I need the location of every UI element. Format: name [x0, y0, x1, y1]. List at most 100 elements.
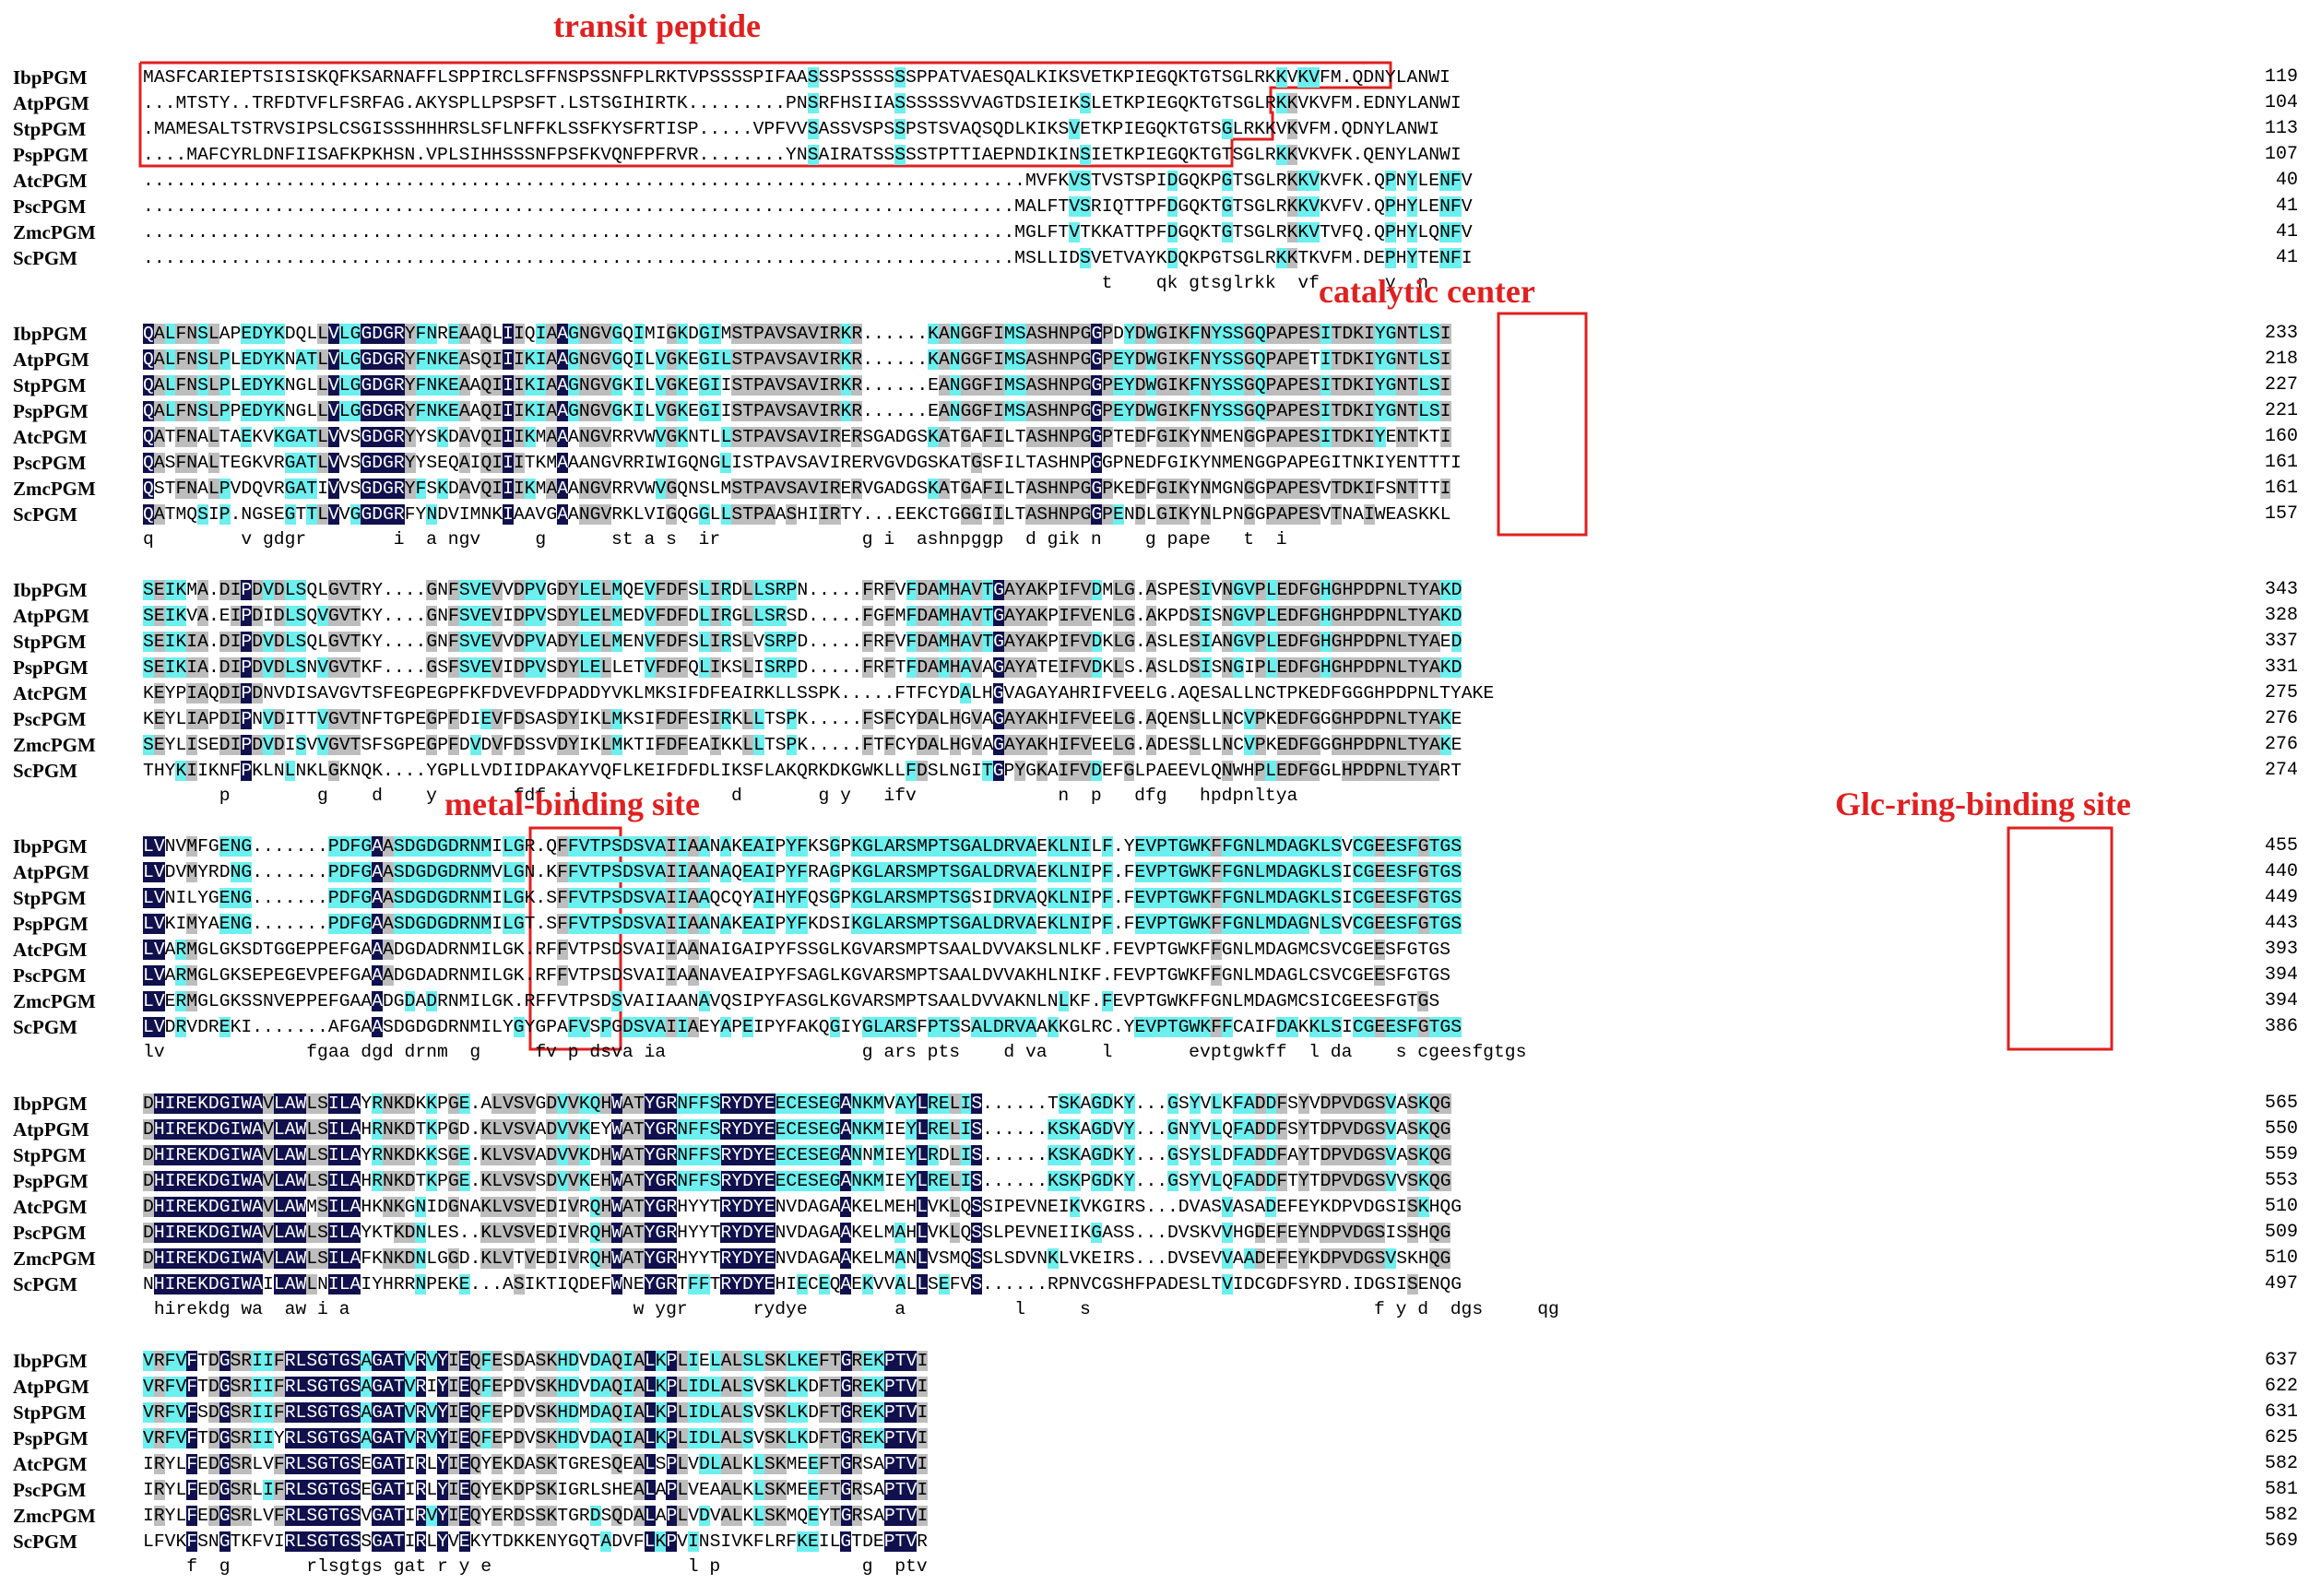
sequence-row: QALFNSLPPEDYKNGLLVLGGDGRYFNKEAAQIIIKIAAG…	[143, 401, 1451, 421]
consensus-line: hirekdg wa aw i a w ygr rydye a l s f y …	[143, 1299, 1559, 1319]
sequence-row: SEIKIA.DIPDVDLSNVGVTKF....GSFSVEVIDPVSDY…	[143, 657, 1462, 678]
sequence-row: SEYLISEDIPDVDISVVGVTSFSGPEGPFDVDVFDSSVDY…	[143, 735, 1495, 755]
consensus-line: p g d y fdf i d g y ifv n p dfg hpdpnlty…	[143, 786, 1298, 806]
species-label: AtpPGM	[13, 861, 89, 883]
sequence-row: MASFCARIEPTSISISKQFKSARNAFFLSPPIRCLSFFNS…	[143, 67, 1473, 88]
sequence-row: DHIREKDGIWAVLAWMSILAHKNKGNIDGNAKLVSVEDIV…	[143, 1197, 1462, 1217]
residue-count: 107	[2264, 144, 2298, 165]
residue-count: 227	[2264, 374, 2298, 396]
species-label: ScPGM	[13, 1531, 77, 1553]
residue-count: 233	[2264, 323, 2298, 344]
residue-count: 221	[2264, 400, 2298, 421]
sequence-row: QATFNALTAEKVKGATLVVSGDGRYYSKDAVQIIIKMAAA…	[143, 427, 1451, 447]
residue-count: 160	[2264, 426, 2298, 447]
species-label: PscPGM	[13, 452, 87, 474]
sequence-row: .MAMESALTSTRVSIPSLCSGISSSHHHRSLSFLNFFKLS…	[143, 119, 1473, 139]
sequence-row: KEYLIAPDIPNVDITTVGVTNFTGPEGPFDIEVFDSASDY…	[143, 709, 1495, 729]
species-label: AtpPGM	[13, 605, 89, 627]
species-label: ScPGM	[13, 503, 77, 526]
residue-count: 331	[2264, 656, 2298, 678]
species-label: AtcPGM	[13, 1453, 88, 1475]
residue-count: 622	[2264, 1376, 2298, 1397]
species-label: ZmcPGM	[13, 478, 96, 500]
sequence-row: LVDRVDREKI.......AFGAASDGDGDRNMILYGYGPAF…	[143, 1017, 1462, 1037]
consensus-line: t qk gtsglrkk vf y n	[143, 273, 1451, 293]
residue-count: 393	[2264, 939, 2298, 960]
species-label: ScPGM	[13, 247, 77, 269]
residue-count: 581	[2264, 1479, 2298, 1500]
residue-count: 510	[2264, 1196, 2298, 1217]
sequence-row: VRFVFTDGSRIIFRLSGTGSAGATVRIYIEQFEPDVSKHD…	[143, 1377, 929, 1397]
catalytic-center-box	[1497, 312, 1588, 537]
species-label: IbpPGM	[13, 835, 88, 857]
sequence-row: ....MAFCYRLDNFIISAFKPKHSN.VPLSIHHSSSNFPS…	[143, 145, 1473, 165]
species-label: PspPGM	[13, 656, 89, 679]
sequence-row: QALFNSLAPEDYKDQLLVLGGDGRYFNREAAQLIIQIAAG…	[143, 324, 1451, 344]
residue-count: 510	[2264, 1247, 2298, 1269]
sequence-row: ........................................…	[143, 222, 1473, 242]
sequence-row: LVNVMFGENG.......PDFGAASDGDGDRNMILGR.QFF…	[143, 836, 1462, 857]
residue-count: 582	[2264, 1505, 2298, 1526]
sequence-row: QALFNSLPLEDYKNGLLVLGGDGRYFNKEAAQIIIKIAAG…	[143, 375, 1451, 396]
sequence-row: NHIREKDGIWAILAWLNILAIYHRRNPEKE...ASIKTIQ…	[143, 1274, 1462, 1295]
species-label: AtpPGM	[13, 349, 89, 371]
residue-count: 119	[2264, 66, 2298, 88]
species-label: AtcPGM	[13, 170, 88, 192]
glc-ring-binding-site-box	[2007, 826, 2114, 1051]
species-label: StpPGM	[13, 887, 87, 909]
residue-count: 218	[2264, 349, 2298, 370]
species-label: PscPGM	[13, 708, 87, 730]
glc-ring-binding-site-title: Glc-ring-binding site	[1835, 786, 2132, 822]
sequence-row: VRFVFTDGSRIIFRLSGTGSAGATVRVYIEQFESDASKHD…	[143, 1351, 929, 1371]
sequence-row: DHIREKDGIWAVLAWLSILAYKTKDNLES..KLVSVEDIV…	[143, 1223, 1451, 1243]
residue-count: 337	[2264, 631, 2298, 652]
residue-count: 113	[2264, 118, 2298, 139]
residue-count: 328	[2264, 605, 2298, 626]
residue-count: 582	[2264, 1453, 2298, 1474]
sequence-row: IRYLFEDGSRLVFRLSGTGSVGATIRVYIEQYERDSSKTG…	[143, 1506, 929, 1526]
residue-count: 553	[2264, 1170, 2298, 1191]
sequence-row: LVERMGLGKSSNVEPPEFGAAADGDADRNMILGK.RFFVT…	[143, 991, 1462, 1011]
species-label: AtcPGM	[13, 426, 88, 448]
transit-peptide-title: transit peptide	[553, 7, 761, 44]
sequence-row: VRFVFSDGSRIIFRLSGTGSAGATVRVYIEQFEPDVSKHD…	[143, 1402, 929, 1423]
sequence-row: SEIKMA.DIPDVDLSQLGVTRY....GNFSVEVVDPVGDY…	[143, 580, 1462, 600]
residue-count: 41	[2275, 221, 2298, 242]
residue-count: 455	[2264, 835, 2298, 857]
sequence-row: SEIKIA.DIPDVDLSQLGVTKY....GNFSVEVVDPVADY…	[143, 632, 1462, 652]
sequence-row: VRFVFTDGSRIIYRLSGTGSAGATVRVYIEQFEPDVSKHD…	[143, 1428, 929, 1448]
species-label: StpPGM	[13, 1144, 87, 1166]
residue-count: 631	[2264, 1401, 2298, 1423]
sequence-row: DHIREKDGIWAVLAWLSILAHRNKDTKPGD.KLVSVADVV…	[143, 1119, 1451, 1140]
residue-count: 276	[2264, 734, 2298, 755]
sequence-row: QATMQSIP.NGSEGTTLVVGGDGRFYNDVIMNKIAAVGAA…	[143, 504, 1462, 525]
species-label: PscPGM	[13, 195, 87, 218]
species-label: ScPGM	[13, 760, 77, 782]
residue-count: 565	[2264, 1093, 2298, 1114]
species-label: ZmcPGM	[13, 990, 96, 1012]
species-label: StpPGM	[13, 631, 87, 653]
residue-count: 569	[2264, 1531, 2298, 1552]
species-label: AtcPGM	[13, 682, 88, 704]
residue-count: 443	[2264, 913, 2298, 934]
residue-count: 440	[2264, 861, 2298, 882]
species-label: PscPGM	[13, 964, 87, 987]
residue-count: 449	[2264, 887, 2298, 908]
sequence-row: DHIREKDGIWAVLAWLSILAFKNKDNLGGD.KLVTVEDIV…	[143, 1248, 1451, 1269]
residue-count: 40	[2275, 170, 2298, 191]
sequence-row: LVARMGLGKSEPEGEVPEFGAAADGDADRNMILGK.RFFV…	[143, 965, 1462, 986]
sequence-row: ........................................…	[143, 248, 1473, 268]
species-label: IbpPGM	[13, 1093, 88, 1115]
species-label: PspPGM	[13, 913, 89, 935]
sequence-row: THYKIIKNFPKLNLNKLGKNQK....YGPLLVDIIDPAKA…	[143, 761, 1495, 781]
residue-count: 161	[2264, 452, 2298, 473]
metal-binding-site-title: metal-binding site	[444, 786, 701, 822]
residue-count: 343	[2264, 579, 2298, 600]
catalytic-center-title: catalytic center	[1319, 273, 1535, 310]
sequence-row: ........................................…	[143, 171, 1473, 191]
residue-count: 497	[2264, 1273, 2298, 1295]
species-label: IbpPGM	[13, 66, 88, 89]
sequence-row: LFVKFSNGTKFVIRLSGTGSSGATIRLYVEKYTDKKENYG…	[143, 1531, 928, 1552]
residue-count: 394	[2264, 964, 2298, 986]
species-label: ZmcPGM	[13, 221, 96, 243]
